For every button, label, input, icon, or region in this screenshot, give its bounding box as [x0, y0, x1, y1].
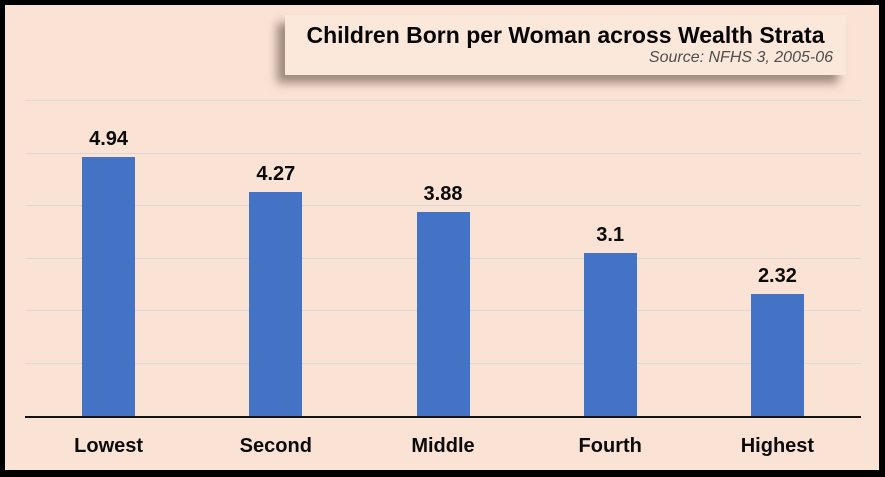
bar-column: 4.27 [192, 101, 359, 416]
plot-area: 4.94 4.27 3.88 3.1 2.32 Lowest Second Middle Fo… [25, 100, 861, 457]
title-card: Children Born per Woman across Wealth St… [285, 15, 846, 75]
bar-column: 3.88 [359, 101, 526, 416]
bar-value-label: 3.88 [423, 183, 463, 206]
bar [750, 294, 804, 416]
bar-value-label: 3.1 [596, 224, 625, 247]
gridline [25, 100, 861, 101]
bar-value-label: 2.32 [757, 265, 797, 288]
bar-value-label: 4.27 [256, 162, 296, 185]
bar [583, 253, 637, 416]
chart-title: Children Born per Woman across Wealth St… [306, 21, 825, 48]
bar [82, 156, 136, 416]
bar-value-label: 4.94 [89, 127, 129, 150]
bar-column: 3.1 [527, 101, 694, 416]
category-labels: Lowest Second Middle Fourth Highest [25, 418, 861, 458]
chart-source: Source: NFHS 3, 2005-06 [648, 49, 833, 67]
category-label: Lowest [74, 435, 144, 457]
bar-column: 4.94 [25, 101, 192, 416]
bar [416, 212, 470, 416]
category-label: Fourth [578, 435, 642, 457]
x-axis-line [25, 416, 861, 418]
category-label: Middle [411, 435, 475, 457]
category-label: Highest [740, 435, 815, 457]
bar-column: 2.32 [694, 101, 861, 416]
bar [249, 191, 303, 416]
gridline [25, 152, 861, 154]
gridline [25, 205, 861, 206]
bars-row: 4.94 4.27 3.88 3.1 2.32 [25, 101, 861, 416]
category-label: Second [239, 435, 312, 457]
